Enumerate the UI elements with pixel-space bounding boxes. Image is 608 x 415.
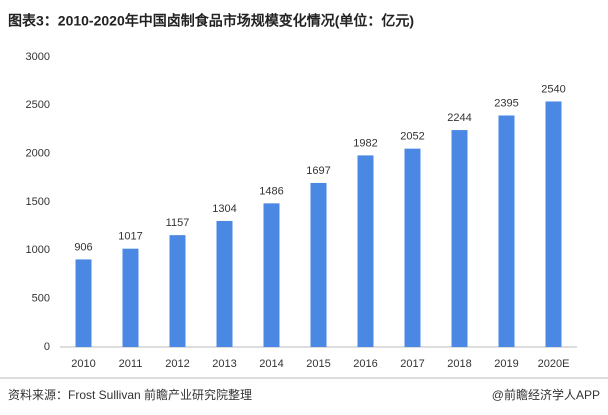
bar xyxy=(169,235,186,347)
bar xyxy=(545,101,562,347)
bar xyxy=(451,130,468,347)
bar xyxy=(404,148,421,347)
y-tick-label: 0 xyxy=(44,341,50,353)
y-tick-label: 500 xyxy=(32,293,50,305)
value-label: 1157 xyxy=(166,217,190,229)
value-label: 1697 xyxy=(306,165,330,177)
x-tick-label: 2012 xyxy=(165,358,189,370)
value-label: 2244 xyxy=(447,112,471,124)
chart-title: 图表3：2010-2020年中国卤制食品市场规模变化情况(单位：亿元) xyxy=(8,13,414,29)
value-label: 906 xyxy=(74,241,92,253)
y-tick-label: 1000 xyxy=(26,244,50,256)
bar xyxy=(75,259,92,347)
bar xyxy=(310,182,327,347)
bar xyxy=(357,155,374,347)
x-tick-label: 2016 xyxy=(353,358,377,370)
source-note: 资料来源：Frost Sullivan 前瞻产业研究院整理 xyxy=(8,387,252,402)
value-label: 1486 xyxy=(259,185,283,197)
y-tick-label: 1500 xyxy=(26,196,50,208)
value-label: 1982 xyxy=(353,137,377,149)
bar xyxy=(216,220,233,347)
brand: @前瞻经济学人APP xyxy=(492,387,600,402)
value-label: 2540 xyxy=(541,83,565,95)
value-label: 1017 xyxy=(118,231,142,243)
x-tick-label: 2020E xyxy=(538,358,570,370)
x-tick-label: 2010 xyxy=(71,358,95,370)
x-tick-label: 2019 xyxy=(494,358,518,370)
value-label: 1304 xyxy=(212,203,236,215)
y-tick-label: 2000 xyxy=(26,148,50,160)
y-tick-label: 3000 xyxy=(26,51,50,63)
x-tick-label: 2013 xyxy=(212,358,236,370)
value-label: 2052 xyxy=(400,131,424,143)
x-tick-label: 2017 xyxy=(400,358,424,370)
x-tick-label: 2018 xyxy=(447,358,471,370)
bar xyxy=(263,203,280,347)
x-tick-label: 2014 xyxy=(259,358,283,370)
bar xyxy=(122,248,139,347)
bar xyxy=(498,115,515,347)
value-label: 2395 xyxy=(494,97,518,109)
y-tick-label: 2500 xyxy=(26,99,50,111)
x-tick-label: 2011 xyxy=(119,358,143,370)
x-tick-label: 2015 xyxy=(306,358,330,370)
